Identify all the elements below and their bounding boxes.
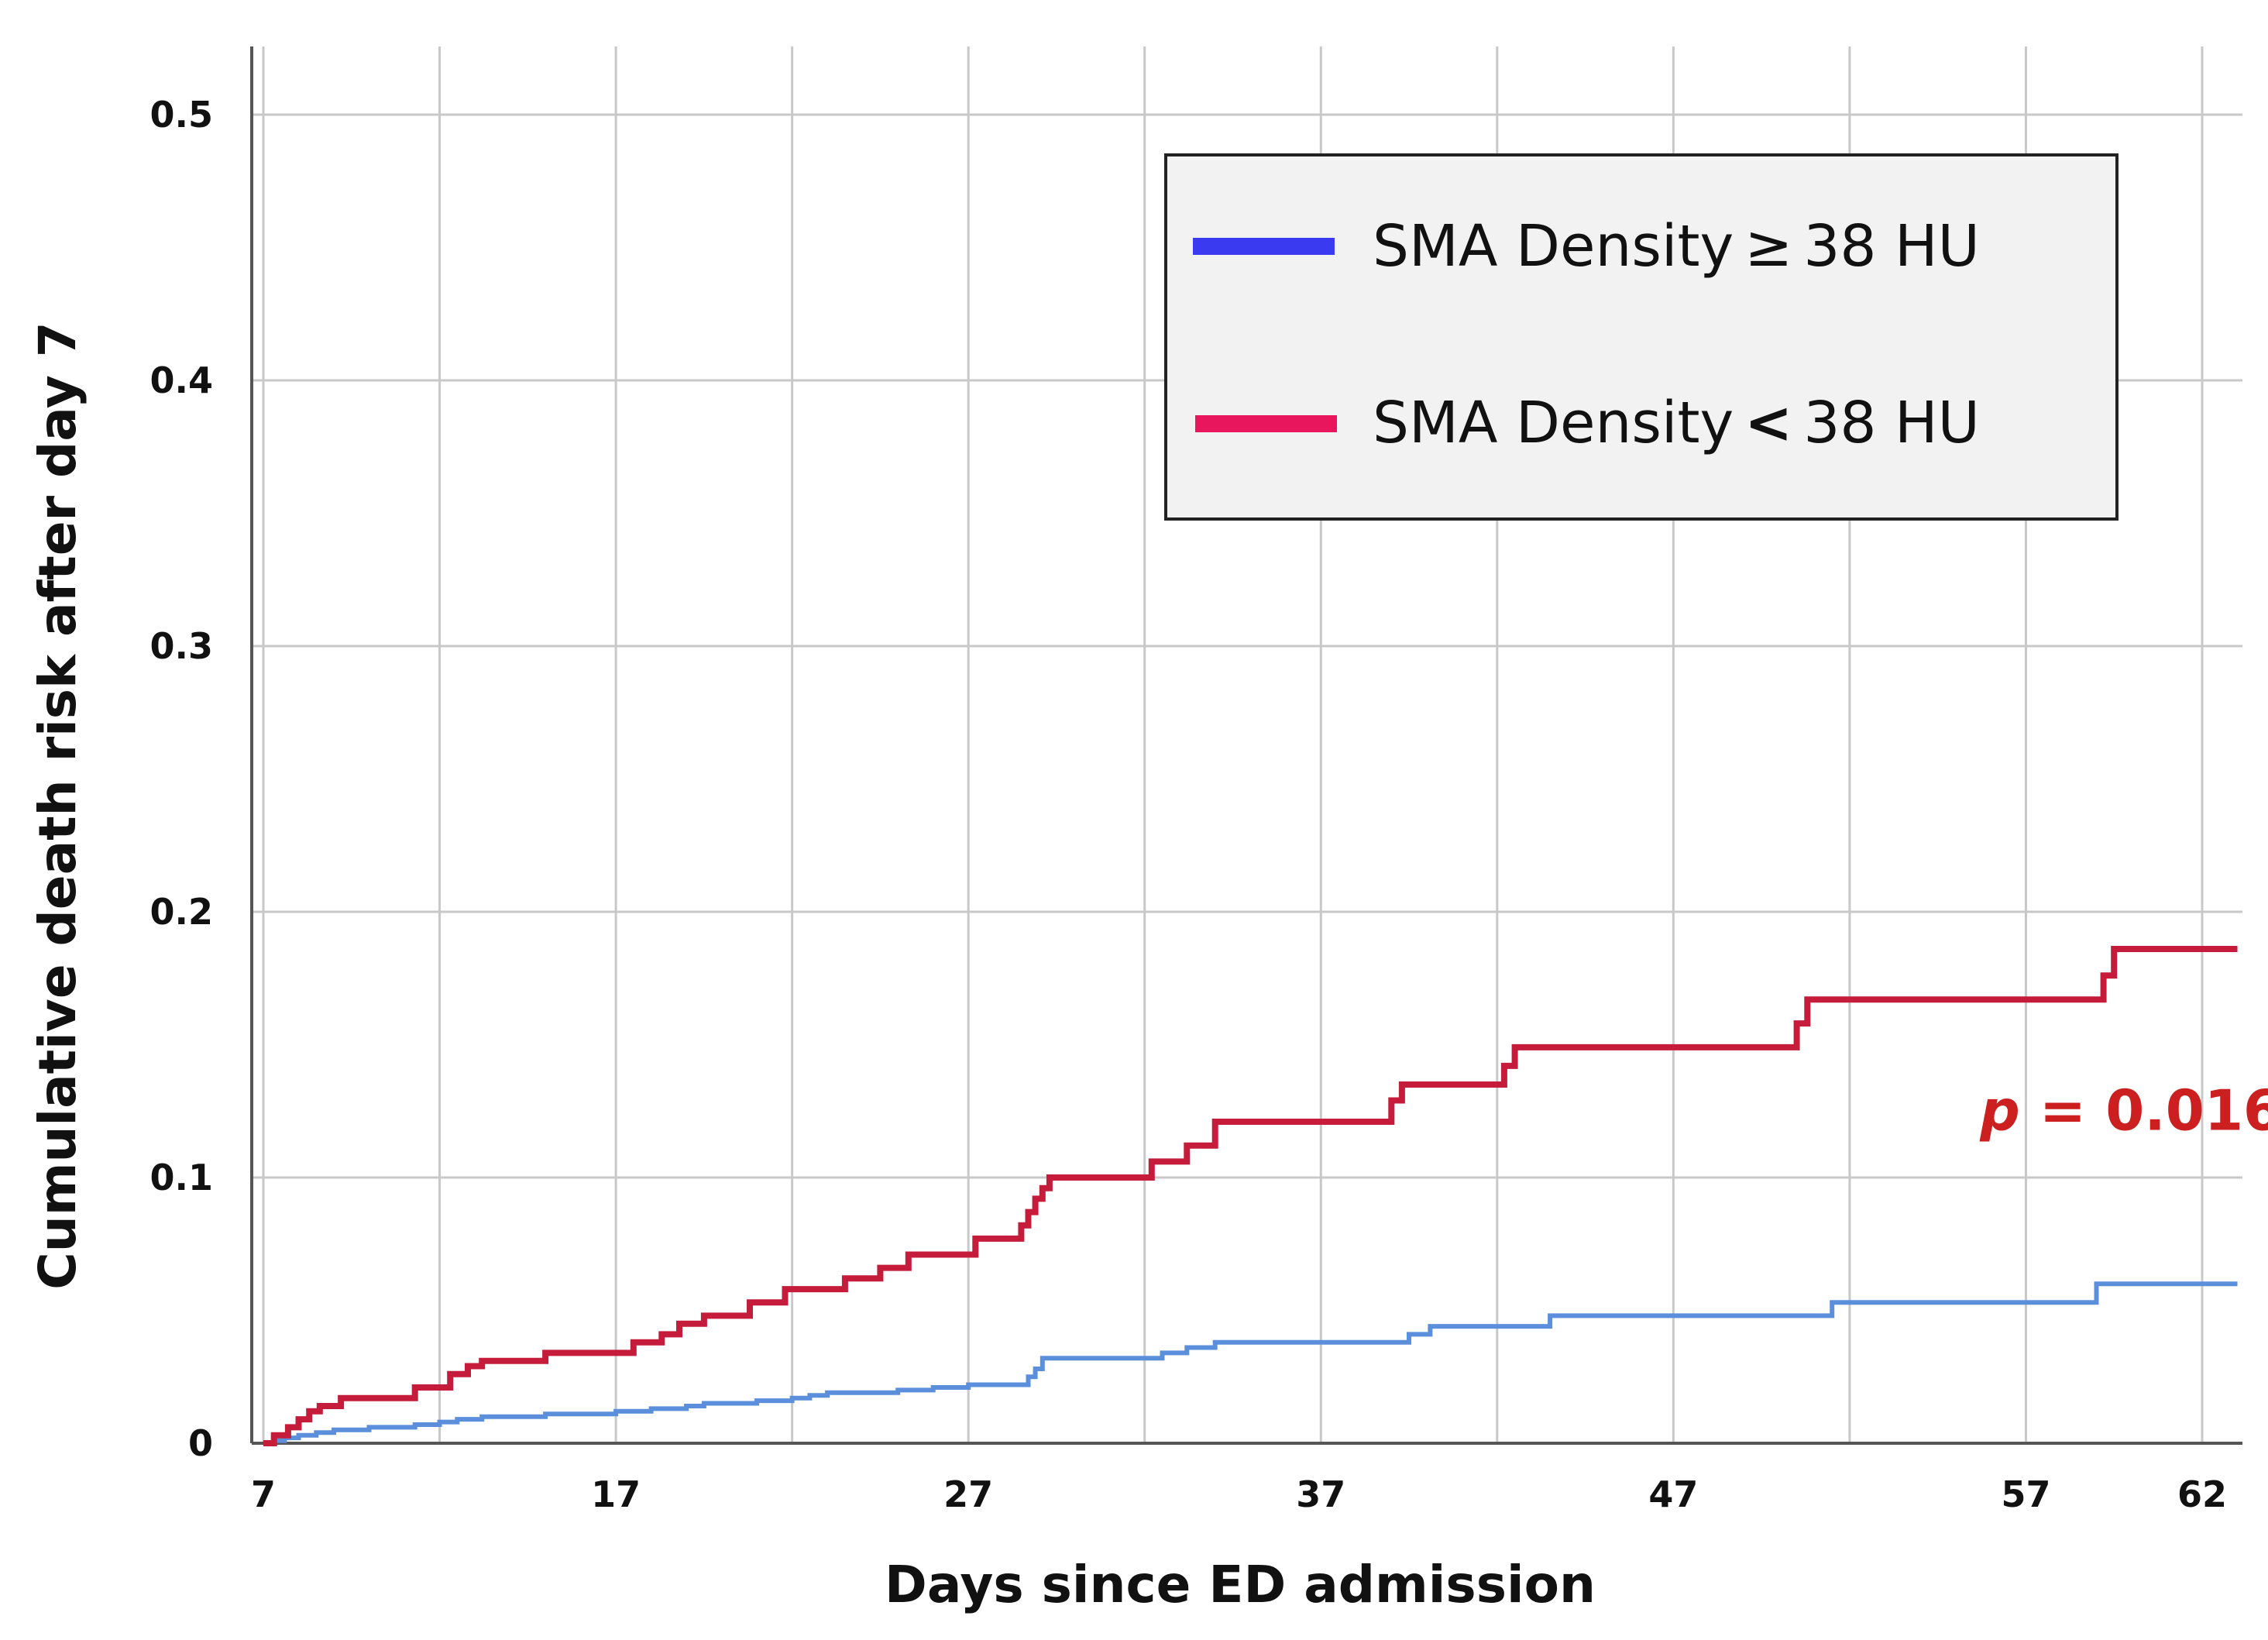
legend-box (1164, 153, 2119, 521)
p-symbol: p (1979, 1078, 2020, 1143)
x-tick-labels: 7 17 27 37 47 57 62 (251, 1473, 2227, 1515)
legend-threshold: 38 HU (1803, 390, 1980, 456)
y-tick-label: 0.3 (150, 625, 214, 667)
series-layer (263, 946, 2238, 1446)
series-line-high-density (263, 1281, 2238, 1446)
legend: SMA Density ≥38 HU SMA Density <38 HU (1164, 153, 2119, 521)
p-value-text: = 0.016 (2020, 1078, 2268, 1143)
legend-label-high-density: SMA Density ≥38 HU (1373, 213, 1980, 280)
x-tick-label: 27 (943, 1473, 993, 1515)
y-tick-label: 0.4 (150, 359, 214, 401)
x-tick-label: 37 (1296, 1473, 1345, 1515)
legend-label-text: SMA Density (1373, 390, 1734, 456)
y-tick-label: 0.5 (150, 94, 214, 136)
x-tick-label: 7 (251, 1473, 276, 1515)
y-tick-label: 0.1 (150, 1157, 214, 1198)
x-axis-title: Days since ED admission (885, 1555, 1596, 1614)
series-line-low-density (263, 946, 2238, 1446)
y-tick-labels: 0 0.1 0.2 0.3 0.4 0.5 (150, 94, 214, 1464)
x-tick-label: 17 (591, 1473, 641, 1515)
x-tick-label: 47 (1648, 1473, 1698, 1515)
y-tick-label: 0.2 (150, 891, 214, 933)
legend-threshold: 38 HU (1803, 213, 1980, 280)
legend-label-text: SMA Density (1373, 213, 1734, 280)
legend-operator: ≥ (1744, 213, 1792, 280)
x-tick-label: 62 (2177, 1473, 2227, 1515)
legend-operator: < (1744, 390, 1792, 456)
p-value-annotation: p = 0.016 (1979, 1078, 2268, 1143)
y-axis-title: Cumulative death risk after day 7 (28, 321, 88, 1289)
axes (250, 46, 2242, 1445)
y-tick-label: 0 (188, 1422, 213, 1464)
legend-label-low-density: SMA Density <38 HU (1373, 390, 1980, 456)
x-tick-label: 57 (2001, 1473, 2050, 1515)
